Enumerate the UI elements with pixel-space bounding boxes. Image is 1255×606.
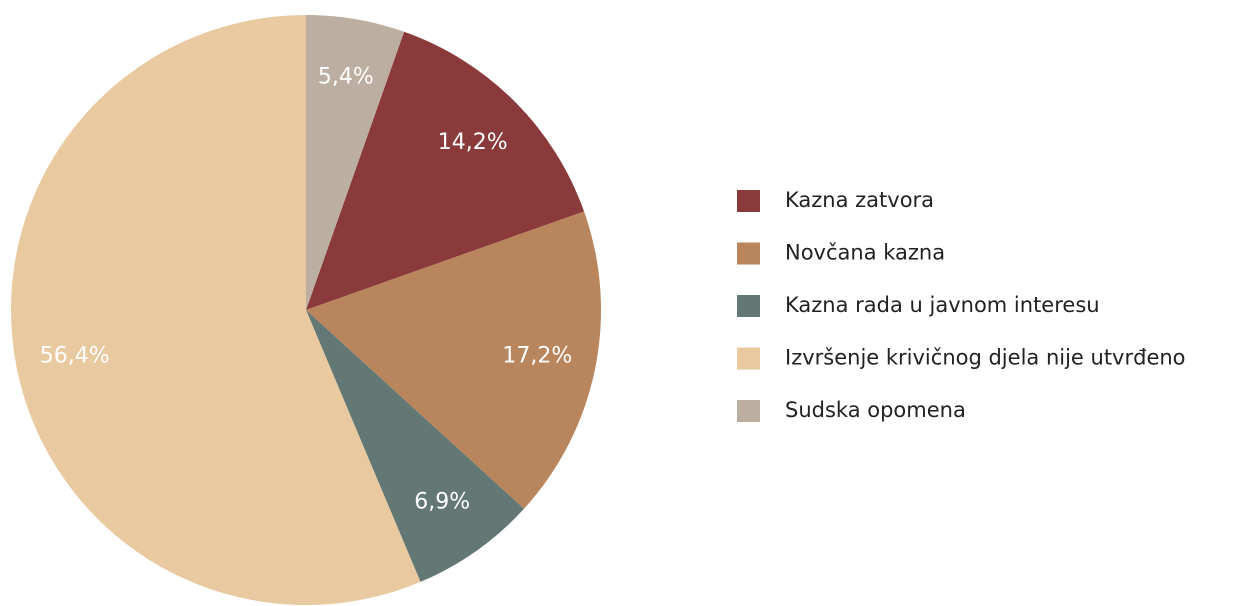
legend-label: Novčana kazna — [785, 241, 945, 265]
legend-swatch — [737, 295, 760, 317]
value-label: 17,2% — [502, 344, 572, 369]
legend-label: Izvršenje krivičnog djela nije utvrđeno — [785, 346, 1186, 370]
value-label: 6,9% — [414, 490, 470, 515]
value-label: 56,4% — [40, 344, 110, 369]
legend-label: Kazna rada u javnom interesu — [785, 293, 1100, 317]
value-label: 14,2% — [438, 130, 508, 155]
legend-swatch — [737, 347, 760, 370]
pie-slice — [306, 31, 585, 311]
pie-slice — [11, 15, 421, 606]
legend-swatch — [737, 400, 760, 422]
legend-label: Sudska opomena — [785, 398, 966, 422]
pie-slice — [306, 211, 601, 509]
pie-slice — [306, 310, 525, 582]
legend-swatch — [737, 242, 760, 265]
legend-swatch — [737, 190, 760, 212]
legend-label: Kazna zatvora — [785, 188, 934, 212]
value-label: 5,4% — [318, 64, 374, 89]
pie-slice — [306, 15, 405, 310]
